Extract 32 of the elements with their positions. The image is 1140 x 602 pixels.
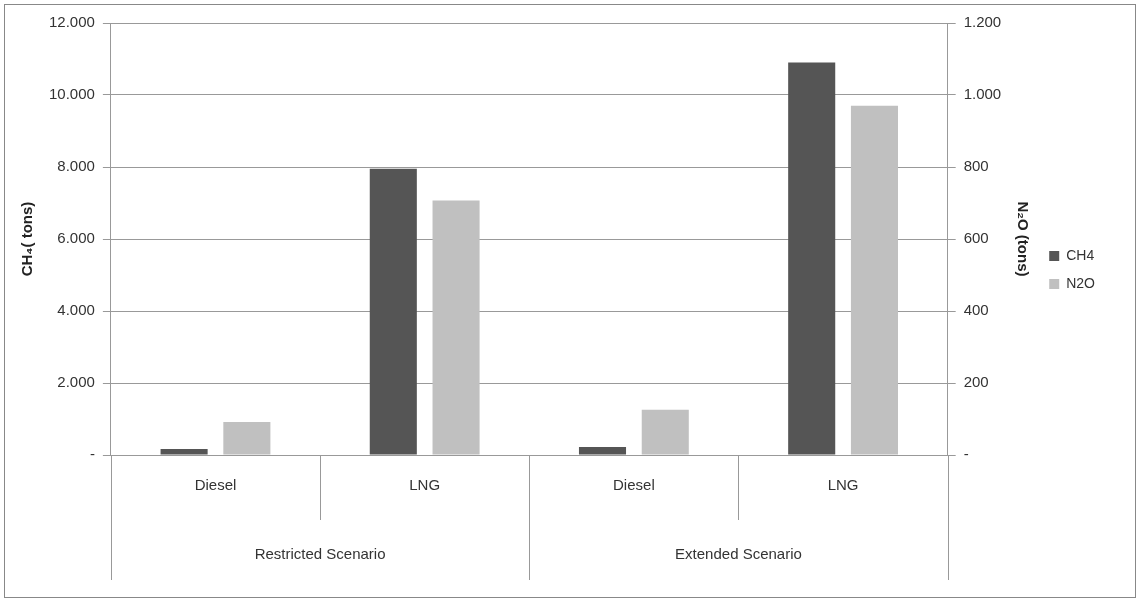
y-tick-label: 2.000 bbox=[57, 373, 95, 391]
y2-axis-title: N₂O (tons) bbox=[1015, 201, 1033, 277]
x-tick-label: Diesel bbox=[194, 476, 237, 494]
bar bbox=[223, 421, 271, 455]
y-axis-title: CH₄( tons) bbox=[18, 201, 36, 277]
bar bbox=[641, 409, 689, 455]
y2-tick-label: 400 bbox=[963, 301, 989, 319]
bar bbox=[432, 200, 480, 455]
bar bbox=[160, 448, 208, 455]
x-tick-label: LNG bbox=[409, 476, 441, 494]
x-tick-label: LNG bbox=[827, 476, 859, 494]
y2-tick-label: 1.000 bbox=[963, 85, 1002, 103]
y2-tick-label: - bbox=[963, 445, 969, 463]
y2-tick-label: 1.200 bbox=[963, 13, 1002, 31]
y-tick-label: - bbox=[89, 445, 95, 463]
y-tick-label: 6.000 bbox=[57, 229, 95, 247]
y2-tick-label: 800 bbox=[963, 157, 989, 175]
y-tick-label: 4.000 bbox=[57, 301, 95, 319]
y-tick-label: 12.000 bbox=[48, 13, 95, 31]
legend-label: CH4 bbox=[1066, 246, 1095, 263]
text: Extended Scenario bbox=[675, 545, 802, 563]
y-tick-label: 8.000 bbox=[57, 157, 95, 175]
y2-tick-label: 600 bbox=[963, 229, 989, 247]
legend-label: N2O bbox=[1066, 274, 1096, 291]
y2-tick-label: 200 bbox=[963, 373, 989, 391]
bar bbox=[788, 62, 836, 455]
bar bbox=[850, 105, 898, 455]
bar bbox=[578, 447, 627, 455]
bar bbox=[369, 168, 417, 455]
x-tick-label: Diesel bbox=[613, 476, 655, 494]
y-tick-label: 10.000 bbox=[48, 85, 95, 103]
text: Restricted Scenario bbox=[254, 545, 386, 563]
